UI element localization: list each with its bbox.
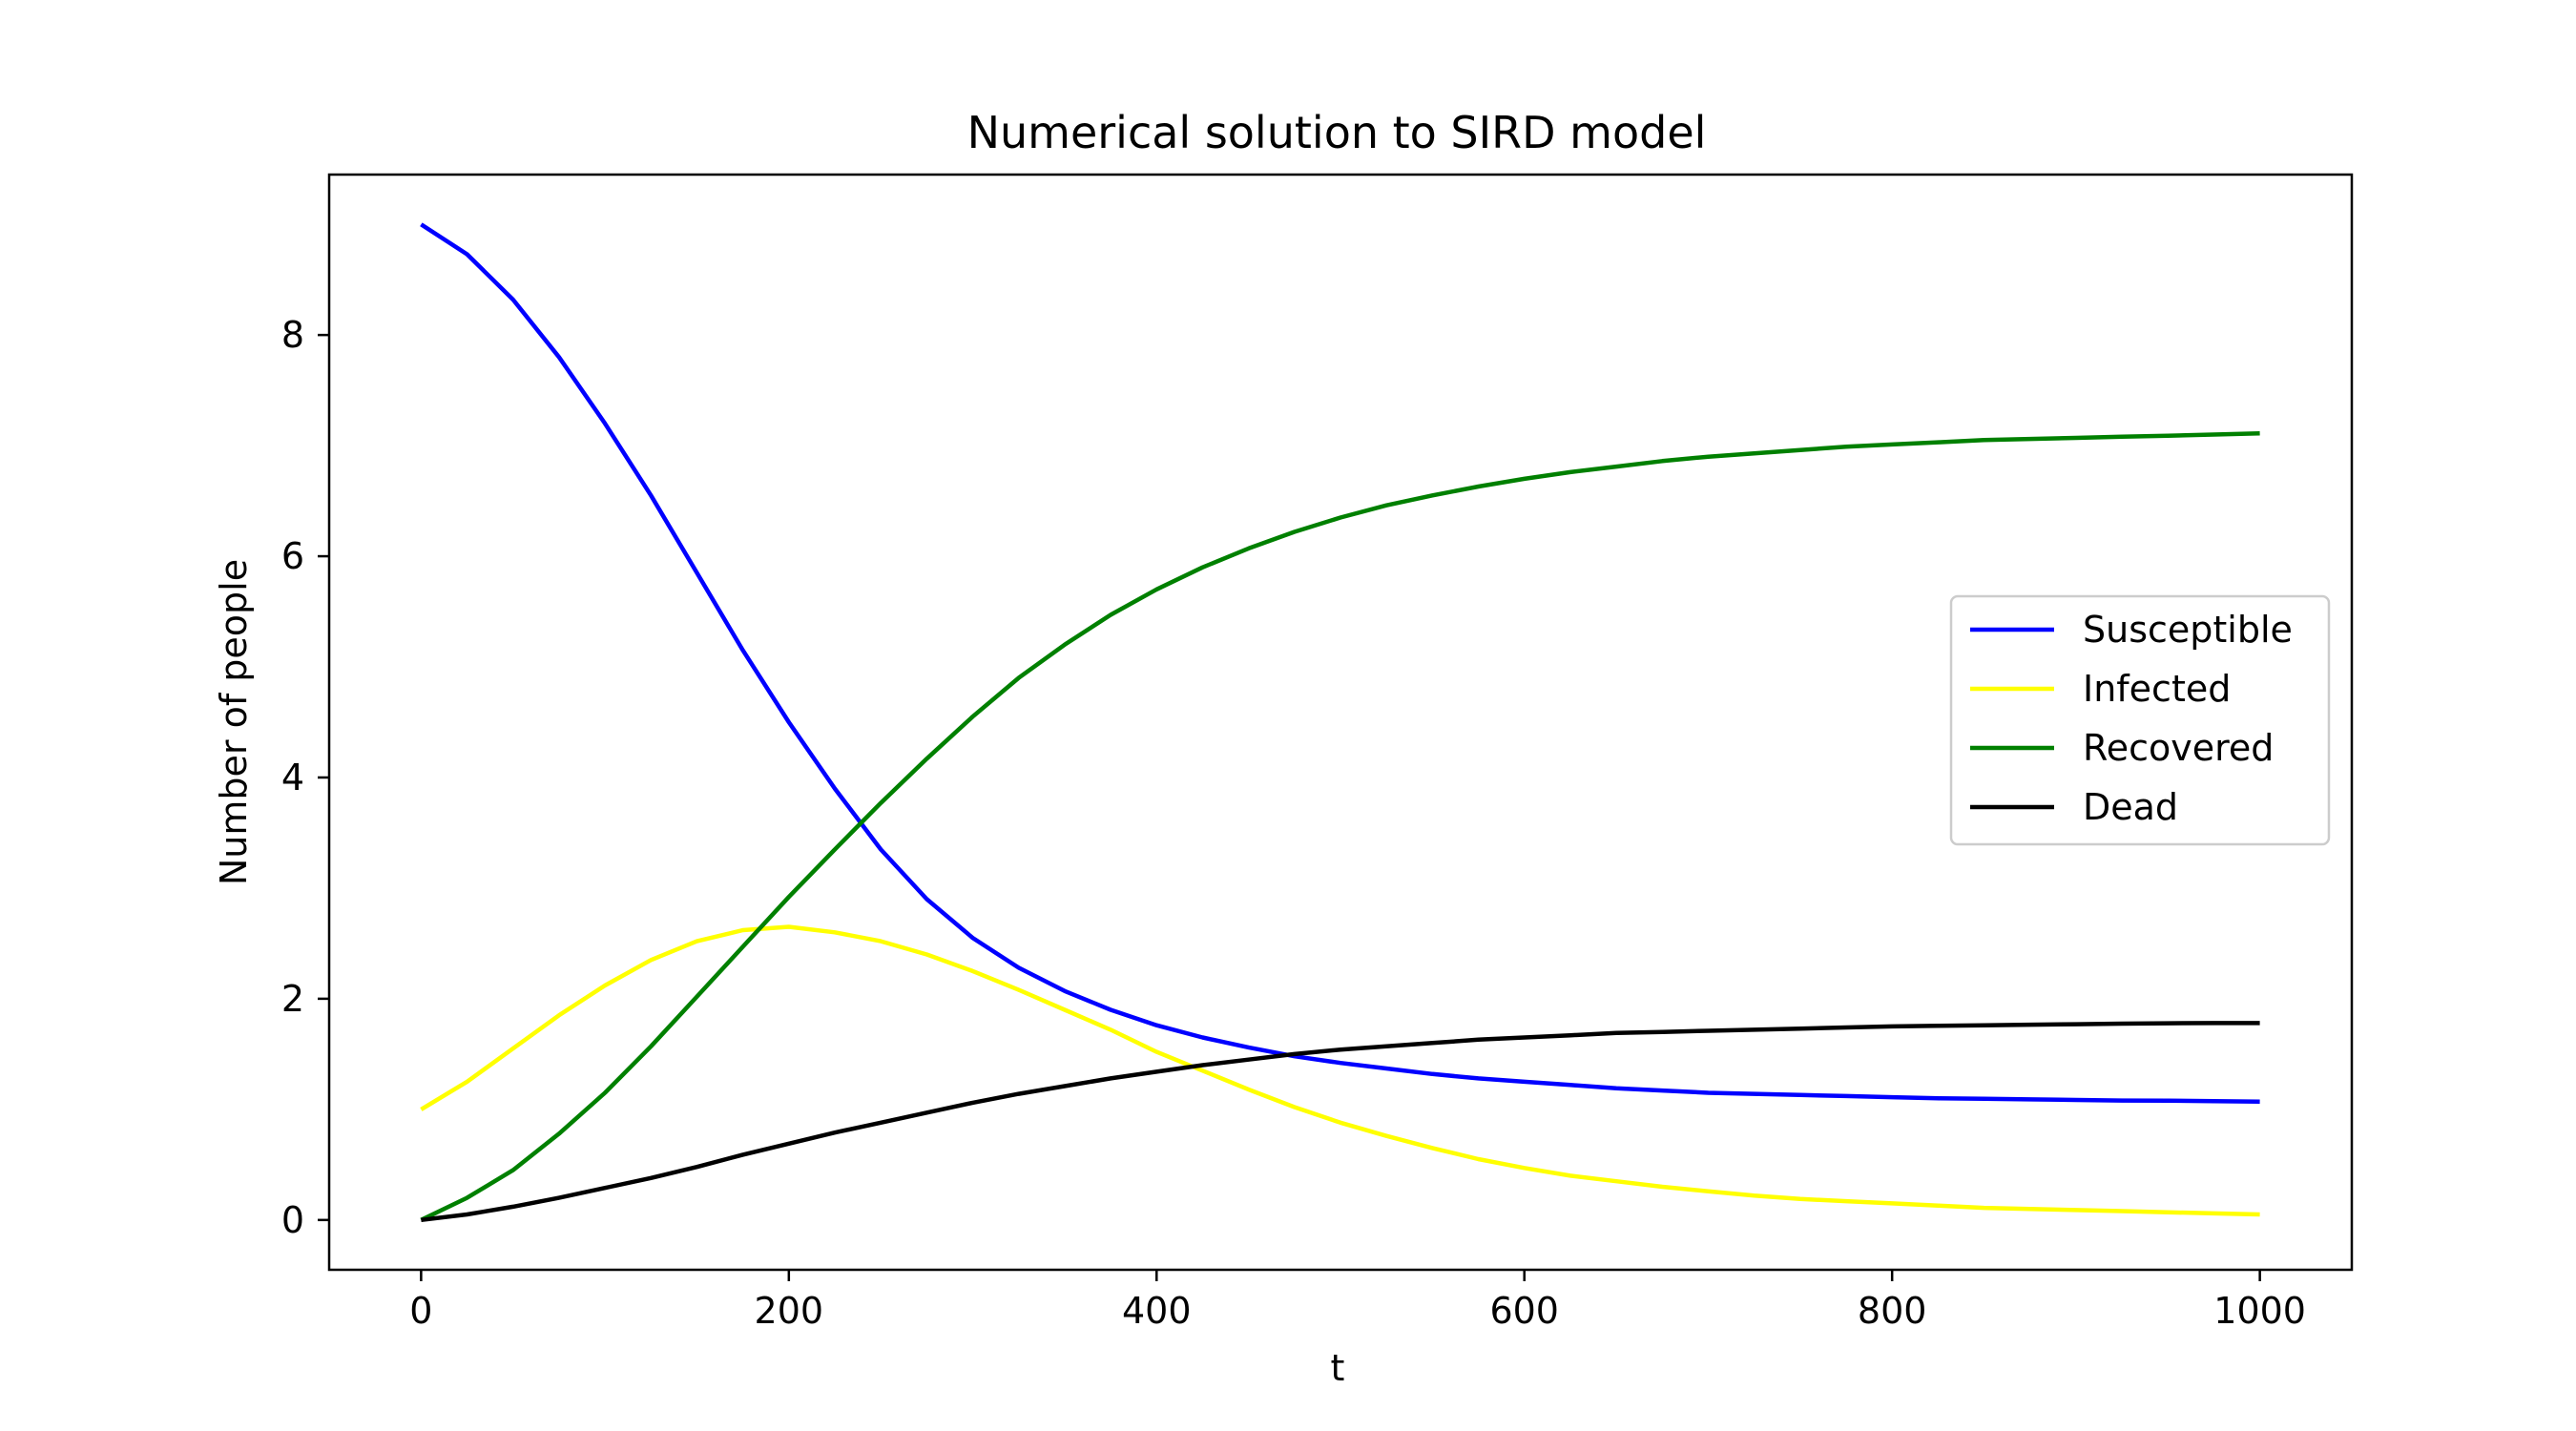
y-axis-label: Number of people bbox=[213, 559, 255, 885]
x-tick-label: 200 bbox=[755, 1290, 824, 1332]
y-tick-label: 4 bbox=[281, 757, 304, 798]
y-axis: 0 2 4 6 8 bbox=[281, 314, 329, 1241]
series-lines bbox=[420, 222, 2260, 1223]
legend-items: Susceptible Infected Recovered Dead bbox=[1970, 609, 2293, 828]
legend-label-infected: Infected bbox=[2083, 668, 2231, 710]
legend-label-recovered: Recovered bbox=[2083, 727, 2274, 769]
x-tick-label: 0 bbox=[409, 1290, 432, 1332]
plot-area bbox=[327, 173, 2354, 1272]
y-tick-label: 0 bbox=[281, 1199, 304, 1241]
series-line-susceptible bbox=[420, 222, 2260, 1104]
legend-label-dead: Dead bbox=[2083, 786, 2178, 828]
x-tick-label: 1000 bbox=[2213, 1290, 2306, 1332]
y-tick-label: 2 bbox=[281, 978, 304, 1020]
axes-frame bbox=[327, 173, 2354, 1272]
legend-box bbox=[1949, 594, 2331, 846]
x-axis-label: t bbox=[1331, 1347, 1345, 1389]
legend: Susceptible Infected Recovered Dead bbox=[1949, 594, 2331, 846]
x-tick-label: 400 bbox=[1122, 1290, 1192, 1332]
legend-label-susceptible: Susceptible bbox=[2083, 609, 2293, 651]
series-line-dead bbox=[421, 1021, 2260, 1223]
series-line-infected bbox=[420, 924, 2260, 1217]
x-axis: 0 200 400 600 800 1000 bbox=[409, 1270, 2306, 1332]
series-line-recovered bbox=[420, 431, 2260, 1222]
x-tick-label: 800 bbox=[1858, 1290, 1927, 1332]
x-tick-label: 600 bbox=[1489, 1290, 1559, 1332]
y-tick-label: 6 bbox=[281, 535, 304, 577]
y-tick-label: 8 bbox=[281, 314, 304, 356]
chart-title: Numerical solution to SIRD model bbox=[967, 107, 1707, 158]
